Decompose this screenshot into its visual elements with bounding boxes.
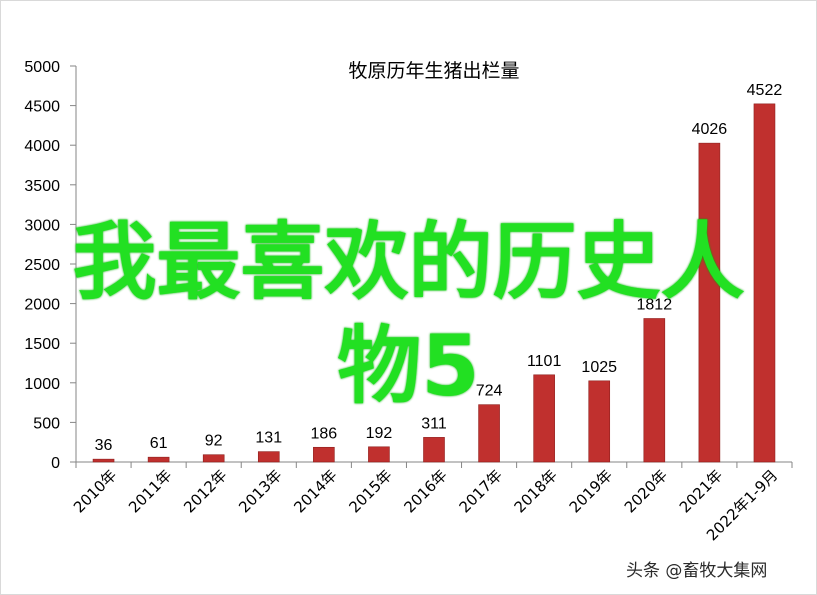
y-tick-label: 0	[51, 455, 60, 472]
data-label: 36	[95, 437, 113, 454]
x-tick-label: 2019年	[566, 466, 616, 516]
bar	[478, 404, 500, 463]
x-tick-label: 2013年	[235, 466, 285, 516]
bar	[643, 318, 666, 463]
y-tick-label: 3500	[24, 178, 60, 195]
x-tick-label: 2010年	[70, 466, 120, 516]
bar	[533, 374, 555, 463]
bar	[368, 446, 390, 463]
data-label: 61	[150, 435, 168, 452]
chart-title: 牧原历年生猪出栏量	[348, 60, 519, 82]
bar	[588, 380, 611, 463]
x-tick-label: 2015年	[345, 466, 395, 516]
y-tick-label: 1500	[24, 336, 60, 353]
data-label: 311	[421, 415, 447, 432]
data-label: 1101	[527, 353, 562, 370]
data-label: 131	[255, 430, 282, 447]
bar	[147, 456, 170, 463]
bar	[92, 458, 115, 463]
bar	[753, 103, 776, 463]
data-label: 192	[366, 425, 393, 442]
x-tick-label: 2021年	[676, 466, 726, 516]
overlay-caption-line1: 我最喜欢的历史人	[72, 213, 745, 311]
x-tick-label: 2012年	[180, 466, 230, 516]
y-tick-label: 500	[33, 415, 60, 432]
overlay-caption-line2: 物5	[337, 317, 480, 415]
bar	[257, 451, 280, 463]
data-label: 4026	[692, 121, 728, 138]
x-tick-label: 2016年	[400, 466, 450, 516]
y-tick-label: 1000	[24, 376, 60, 393]
watermark: 头条 @畜牧大集网	[626, 561, 768, 581]
data-label: 1812	[637, 296, 673, 313]
y-tick-label: 4500	[24, 99, 60, 116]
data-label: 186	[310, 425, 337, 442]
bar	[202, 454, 225, 463]
data-label: 1025	[581, 359, 617, 376]
data-label: 724	[476, 383, 503, 400]
y-tick-label: 4000	[24, 138, 60, 155]
y-tick-label: 2500	[24, 257, 60, 274]
x-tick-label: 2017年	[456, 466, 506, 516]
data-label: 4522	[747, 82, 783, 99]
x-tick-label: 2014年	[290, 466, 340, 516]
bar	[313, 446, 335, 463]
y-tick-label: 5000	[24, 59, 60, 76]
bar	[698, 142, 721, 463]
x-tick-label: 2018年	[511, 466, 561, 516]
x-tick-label: 2020年	[621, 466, 671, 516]
x-tick-label: 2011年	[125, 466, 175, 516]
y-tick-label: 3000	[24, 217, 60, 234]
bar	[423, 437, 445, 463]
data-label: 92	[205, 433, 223, 450]
y-tick-label: 2000	[24, 297, 60, 314]
